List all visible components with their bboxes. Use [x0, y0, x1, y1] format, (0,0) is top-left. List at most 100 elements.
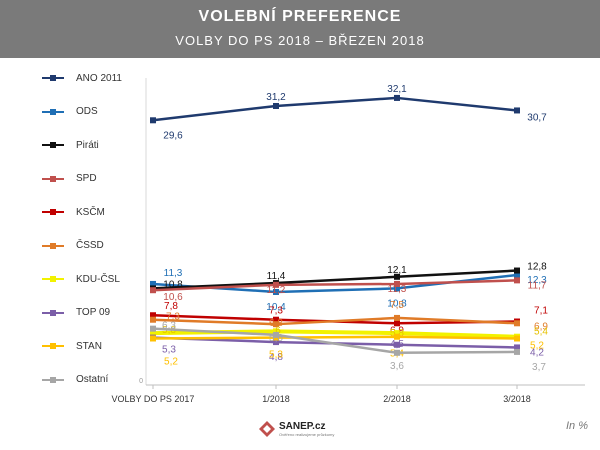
- data-point: [514, 267, 520, 274]
- data-label: 11,3: [164, 268, 183, 279]
- legend-marker: [50, 242, 56, 249]
- data-point: [150, 316, 156, 323]
- data-point: [273, 316, 279, 323]
- legend-marker: [50, 142, 56, 148]
- data-point: [514, 344, 520, 351]
- data-label: 7,3: [166, 312, 180, 323]
- legend-swatch: [42, 309, 64, 316]
- legend-swatch: [42, 343, 64, 349]
- legend-swatch: [42, 376, 64, 383]
- data-label: 5,2: [164, 356, 178, 367]
- legend-item: TOP 09: [42, 305, 110, 321]
- data-point: [514, 272, 520, 279]
- legend-item: Piráti: [42, 137, 99, 153]
- legend-item: SPD: [42, 171, 97, 187]
- legend-item: Ostatní: [42, 372, 108, 388]
- data-label: 6,9: [534, 321, 548, 332]
- legend-marker: [50, 343, 56, 349]
- data-label: 29,6: [163, 130, 183, 141]
- data-label: 5,4: [534, 327, 548, 338]
- data-point: [273, 339, 279, 346]
- legend-label: ANO 2011: [76, 72, 122, 84]
- legend-label: ODS: [76, 106, 98, 117]
- legend-swatch: [42, 75, 64, 81]
- series-line: [152, 96, 518, 122]
- data-point: [273, 331, 279, 338]
- legend-item: ANO 2011: [42, 70, 122, 86]
- data-point: [394, 273, 400, 280]
- data-label: 5,3: [269, 350, 283, 361]
- logo-tagline: Ověřeno realizujeme průzkumy: [279, 431, 335, 437]
- legend-swatch: [42, 108, 64, 115]
- data-label: 11,4: [267, 271, 286, 282]
- legend-label: SPD: [76, 173, 97, 184]
- data-point: [394, 320, 400, 327]
- chart-header: [0, 0, 600, 58]
- legend-swatch: [42, 175, 64, 182]
- data-label: 7,3: [269, 306, 283, 317]
- legend-label: STAN: [76, 340, 102, 352]
- data-point: [514, 107, 520, 114]
- data-point: [514, 348, 520, 355]
- data-label: 5,3: [162, 345, 176, 356]
- data-label: 5,8: [390, 328, 404, 339]
- series-line: [152, 316, 518, 326]
- data-label: 6,8: [269, 318, 283, 329]
- legend-item: STAN: [42, 338, 102, 354]
- chart-subtitle: VOLBY DO PS 2018 – BŘEZEN 2018: [175, 33, 425, 48]
- data-point: [394, 349, 400, 356]
- legend-label: ČSSD: [76, 240, 104, 251]
- legend-item: KDU-ČSL: [42, 271, 120, 287]
- sanep-logo: SANEP.cz Ověřeno realizujeme průzkumy: [258, 420, 334, 438]
- legend-swatch: [42, 142, 64, 148]
- data-point: [394, 94, 400, 101]
- data-label: 3,6: [390, 361, 404, 372]
- legend-item: KSČM: [42, 204, 105, 220]
- data-label: 7,1: [534, 306, 548, 317]
- data-label: 6: [275, 325, 281, 336]
- legend-marker: [50, 209, 56, 215]
- data-label: 4,2: [530, 347, 544, 358]
- legend-marker: [50, 175, 56, 182]
- legend-marker: [50, 276, 56, 282]
- data-label: 12,8: [527, 262, 547, 273]
- data-label: 32,1: [387, 84, 407, 95]
- data-label: 10,4: [266, 302, 286, 313]
- data-point: [150, 287, 156, 294]
- legend-swatch: [42, 276, 64, 282]
- y-tick-label: 0: [139, 378, 143, 385]
- data-point: [150, 330, 156, 337]
- data-label: 5,2: [530, 340, 544, 351]
- data-point: [394, 280, 400, 287]
- data-point: [394, 330, 400, 337]
- data-label: 10,8: [163, 279, 183, 290]
- x-tick-label: 1/2018: [262, 394, 290, 403]
- legend-marker: [50, 75, 56, 81]
- data-point: [150, 325, 156, 332]
- data-point: [394, 285, 400, 292]
- series-line: [152, 269, 518, 290]
- data-label: 31,2: [266, 92, 286, 103]
- data-point: [514, 320, 520, 327]
- data-label: 10,8: [387, 298, 407, 309]
- legend-label: KSČM: [76, 206, 105, 218]
- legend-item: ČSSD: [42, 238, 104, 254]
- x-tick-label: 3/2018: [503, 394, 531, 403]
- series-line: [152, 279, 518, 292]
- data-label: 6,3: [162, 321, 176, 332]
- legend-swatch: [42, 242, 64, 249]
- data-point: [273, 328, 279, 335]
- data-point: [150, 312, 156, 319]
- logo-brand: SANEP.cz: [279, 420, 326, 432]
- legend-label: TOP 09: [76, 307, 111, 318]
- data-label: 3,7: [532, 362, 546, 373]
- data-label: 11,2: [267, 285, 286, 296]
- legend-label: KDU-ČSL: [76, 273, 120, 285]
- data-label: 12,1: [387, 265, 407, 276]
- data-label: 11,7: [528, 280, 547, 291]
- x-tick-label: 2/2018: [383, 394, 411, 403]
- legend-label: Ostatní: [76, 374, 109, 385]
- legend-item: ODS: [42, 104, 98, 120]
- data-point: [273, 102, 279, 109]
- data-point: [273, 321, 279, 328]
